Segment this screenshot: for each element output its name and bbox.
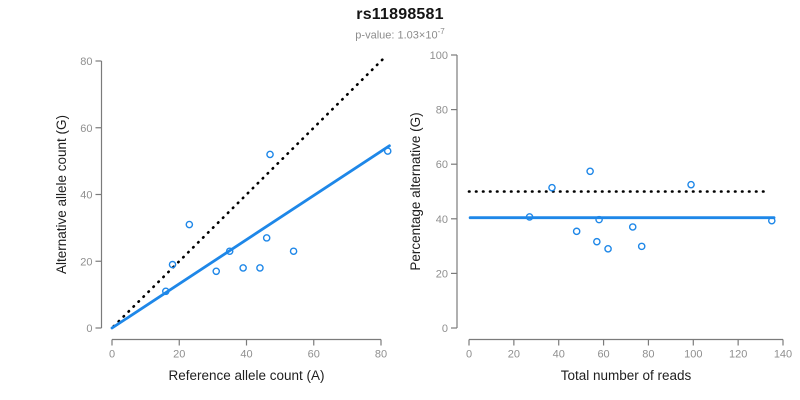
data-point <box>383 147 392 155</box>
regression-line <box>110 144 391 330</box>
plot-subtitle: p-value: 1.03×10-7 <box>0 27 800 42</box>
x-tick-label: 80 <box>642 349 654 361</box>
data-point <box>262 234 271 242</box>
data-point <box>225 247 234 256</box>
x-tick-label: 20 <box>508 349 520 361</box>
x-tick-label: 140 <box>774 349 792 361</box>
y-tick-label: 20 <box>80 256 92 268</box>
x-tick-label: 60 <box>597 349 609 361</box>
percentage-scatter: 0 20 40 60 80 100 0 20 40 60 80 100 120 140 Total numb… <box>408 50 792 383</box>
data-point <box>548 183 556 192</box>
data-point <box>572 227 581 236</box>
y-tick-label: 0 <box>442 323 448 335</box>
x-tick-label: 0 <box>466 349 472 361</box>
data-point <box>212 267 221 276</box>
pvalue-exponent: -7 <box>437 27 445 36</box>
data-point <box>525 213 534 221</box>
y-tick-label: 40 <box>436 214 448 226</box>
plot-title: rs11898581 <box>356 6 444 23</box>
data-point <box>628 223 637 231</box>
x-axis-label: Total number of reads <box>561 368 692 383</box>
data-point <box>595 215 603 224</box>
x-tick-label: 120 <box>729 349 747 361</box>
identity-line <box>112 54 389 328</box>
x-tick-label: 40 <box>240 349 252 361</box>
data-point <box>637 242 646 251</box>
x-axis-label: Reference allele count (A) <box>168 368 324 383</box>
y-axis-label: Alternative allele count (G) <box>54 115 69 274</box>
y-axis-label: Percentage alternative (G) <box>408 112 423 270</box>
data-point <box>593 237 601 246</box>
x-tick-label: 80 <box>375 349 387 361</box>
y-tick-label: 40 <box>80 190 92 202</box>
x-tick-label: 40 <box>553 349 565 361</box>
y-tick-label: 60 <box>80 123 92 135</box>
data-point <box>239 264 247 272</box>
y-tick-label: 80 <box>80 56 92 68</box>
x-tick-label: 100 <box>684 349 702 361</box>
y-tick-label: 20 <box>436 268 448 280</box>
figure-header: rs11898581 p-value: 1.03×10-7 <box>0 6 800 42</box>
data-point <box>289 247 298 256</box>
x-tick-label: 0 <box>109 349 115 361</box>
x-tick-label: 20 <box>173 349 185 361</box>
y-tick-label: 80 <box>436 105 448 117</box>
data-point <box>168 260 177 269</box>
data-point <box>767 216 776 225</box>
y-tick-label: 60 <box>436 159 448 171</box>
pvalue-text: p-value: 1.03×10 <box>355 29 438 42</box>
x-tick-label: 60 <box>308 349 320 361</box>
data-point <box>586 167 594 176</box>
data-point <box>687 180 695 189</box>
allele-count-scatter: 0 20 40 60 80 0 20 40 60 80 Reference allele count… <box>54 54 392 383</box>
data-point <box>604 245 612 253</box>
data-point <box>161 287 170 296</box>
y-tick-label: 100 <box>430 50 448 62</box>
data-point <box>185 220 194 229</box>
y-tick-label: 0 <box>86 323 92 335</box>
data-point <box>256 264 264 272</box>
data-point <box>266 150 274 159</box>
